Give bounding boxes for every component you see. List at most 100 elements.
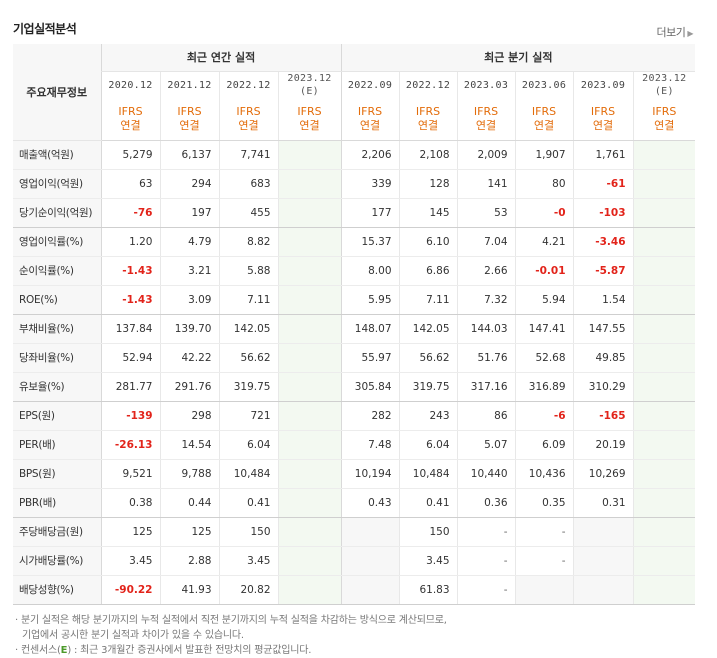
row-label: 배당성향(%) [13,575,101,605]
annual-value-cell: 125 [159,517,219,547]
quarter-value-cell: 80 [514,169,574,199]
quarter-value-cell: -5.87 [572,256,634,286]
footnotes: · 분기 실적은 해당 분기까지의 누적 실적에서 직전 분기까지의 누적 실적… [15,613,447,658]
year-header: 2021.12 [159,71,219,99]
row-label: 시가배당률(%) [13,546,101,576]
annual-value-cell: -139 [100,401,160,431]
annual-estimate-cell [277,169,342,199]
year-header-estimate: 2023.12 (E) [277,71,342,99]
year-header: 2022.12 [218,71,278,99]
ifrs-consolidated-label: IFRS 연결 [100,99,160,141]
quarter-value-cell: 6.86 [398,256,458,286]
ifrs-consolidated-label: IFRS 연결 [398,99,458,141]
quarter-value-cell: 2,009 [456,140,516,170]
ifrs-text: IFRS [590,105,616,119]
annual-value-cell: 1.20 [100,227,160,257]
annual-value-cell: 0.44 [159,488,219,518]
quarter-value-cell: 150 [398,517,458,547]
quarter-value-cell: 0.36 [456,488,516,518]
annual-value-cell: 4.79 [159,227,219,257]
ifrs-consolidated-label: IFRS 연결 [277,99,342,141]
table-row: EPS(원) -139 298 721 282 243 86 -6 -165 [13,401,696,431]
table-row: ROE(%) -1.43 3.09 7.11 5.95 7.11 7.32 5.94 1.54 [13,285,696,315]
quarter-value-cell: 5.07 [456,430,516,460]
quarter-value-cell: 4.21 [514,227,574,257]
row-label: 부채비율(%) [13,314,101,344]
annual-value-cell: -90.22 [100,575,160,605]
annual-estimate-cell [277,488,342,518]
annual-value-cell: 6,137 [159,140,219,170]
quarter-value-cell: 10,440 [456,459,516,489]
quarter-value-cell: - [514,517,574,547]
quarter-estimate-cell [632,401,696,431]
table-row: 당좌비율(%) 52.94 42.22 56.62 55.97 56.62 51.76 52.… [13,343,696,373]
ifrs-text: IFRS [357,105,383,119]
ifrs-text: IFRS [118,105,143,119]
quarter-value-cell: -6 [514,401,574,431]
annual-value-cell: 6.04 [218,430,278,460]
quarter-value-cell [514,575,574,605]
row-label: ROE(%) [13,285,101,315]
table-row: 매출액(억원) 5,279 6,137 7,741 2,206 2,108 2,009 1,9… [13,140,696,170]
annual-value-cell: -1.43 [100,285,160,315]
quarter-value-cell: 53 [456,198,516,228]
quarter-value-cell: 243 [398,401,458,431]
annual-estimate-cell [277,430,342,460]
table-row: 주당배당금(원) 125 125 150 150- - [13,517,696,547]
row-label: 당좌비율(%) [13,343,101,373]
annual-estimate-cell [277,140,342,170]
quarter-header: 2022.09 [340,71,400,99]
quarter-value-cell: 10,436 [514,459,574,489]
ifrs-text: IFRS [652,105,677,119]
consolidated-text: 연결 [654,119,675,133]
table-row: 영업이익(억원) 63 294 683 339 128 141 80 -61 [13,169,696,199]
row-label: 당기순이익(억원) [13,198,101,228]
quarter-value-cell: 6.09 [514,430,574,460]
annual-estimate-cell [277,372,342,402]
quarter-value-cell: -3.46 [572,227,634,257]
quarter-estimate-cell [632,517,696,547]
ifrs-consolidated-label: IFRS 연결 [340,99,400,141]
consolidated-text: 연결 [120,119,141,133]
quarter-value-cell: 305.84 [340,372,400,402]
annual-value-cell: 9,788 [159,459,219,489]
table-row: PER(배) -26.13 14.54 6.04 7.48 6.04 5.07 6.09 20.… [13,430,696,460]
table-row: 영업이익률(%) 1.20 4.79 8.82 15.37 6.10 7.04 4.21 -3.… [13,227,696,257]
quarter-value-cell: 2,206 [340,140,400,170]
quarter-value-cell: 2,108 [398,140,458,170]
table-row: 부채비율(%) 137.84 139.70 142.05 148.07 142.05 144… [13,314,696,344]
ifrs-text: IFRS [531,105,557,119]
quarter-group-header: 최근 분기 실적 [340,44,696,72]
quarter-value-cell: 145 [398,198,458,228]
annual-estimate-cell [277,343,342,373]
annual-value-cell: 5,279 [100,140,160,170]
quarter-value-cell: 282 [340,401,400,431]
table-row: BPS(원) 9,521 9,788 10,484 10,194 10,484 10,440… [13,459,696,489]
annual-value-cell: 56.62 [218,343,278,373]
quarter-value-cell: -0 [514,198,574,228]
annual-value-cell: 291.76 [159,372,219,402]
annual-value-cell: 298 [159,401,219,431]
more-link[interactable]: 더보기 ▶ [656,24,693,40]
row-label: 영업이익률(%) [13,227,101,257]
quarter-value-cell: 142.05 [398,314,458,344]
annual-value-cell: 281.77 [100,372,160,402]
quarter-header: 2023.06 [514,71,574,99]
annual-value-cell: 197 [159,198,219,228]
quarter-value-cell: 0.35 [514,488,574,518]
annual-value-cell: 7,741 [218,140,278,170]
quarter-value-cell: 147.55 [572,314,634,344]
annual-value-cell: -76 [100,198,160,228]
annual-value-cell: 683 [218,169,278,199]
consolidated-text: 연결 [417,119,439,133]
annual-value-cell: 139.70 [159,314,219,344]
quarter-value-cell: 7.11 [398,285,458,315]
quarter-value-cell: 339 [340,169,400,199]
quarter-estimate-cell [632,227,696,257]
table-row: 당기순이익(억원) -76 197 455 177 145 53 -0 -103 [13,198,696,228]
annual-value-cell: 3.45 [100,546,160,576]
quarter-value-cell: 52.68 [514,343,574,373]
estimate-mark: (E) [654,86,674,98]
quarter-estimate-cell [632,488,696,518]
consolidated-text: 연결 [475,119,497,133]
